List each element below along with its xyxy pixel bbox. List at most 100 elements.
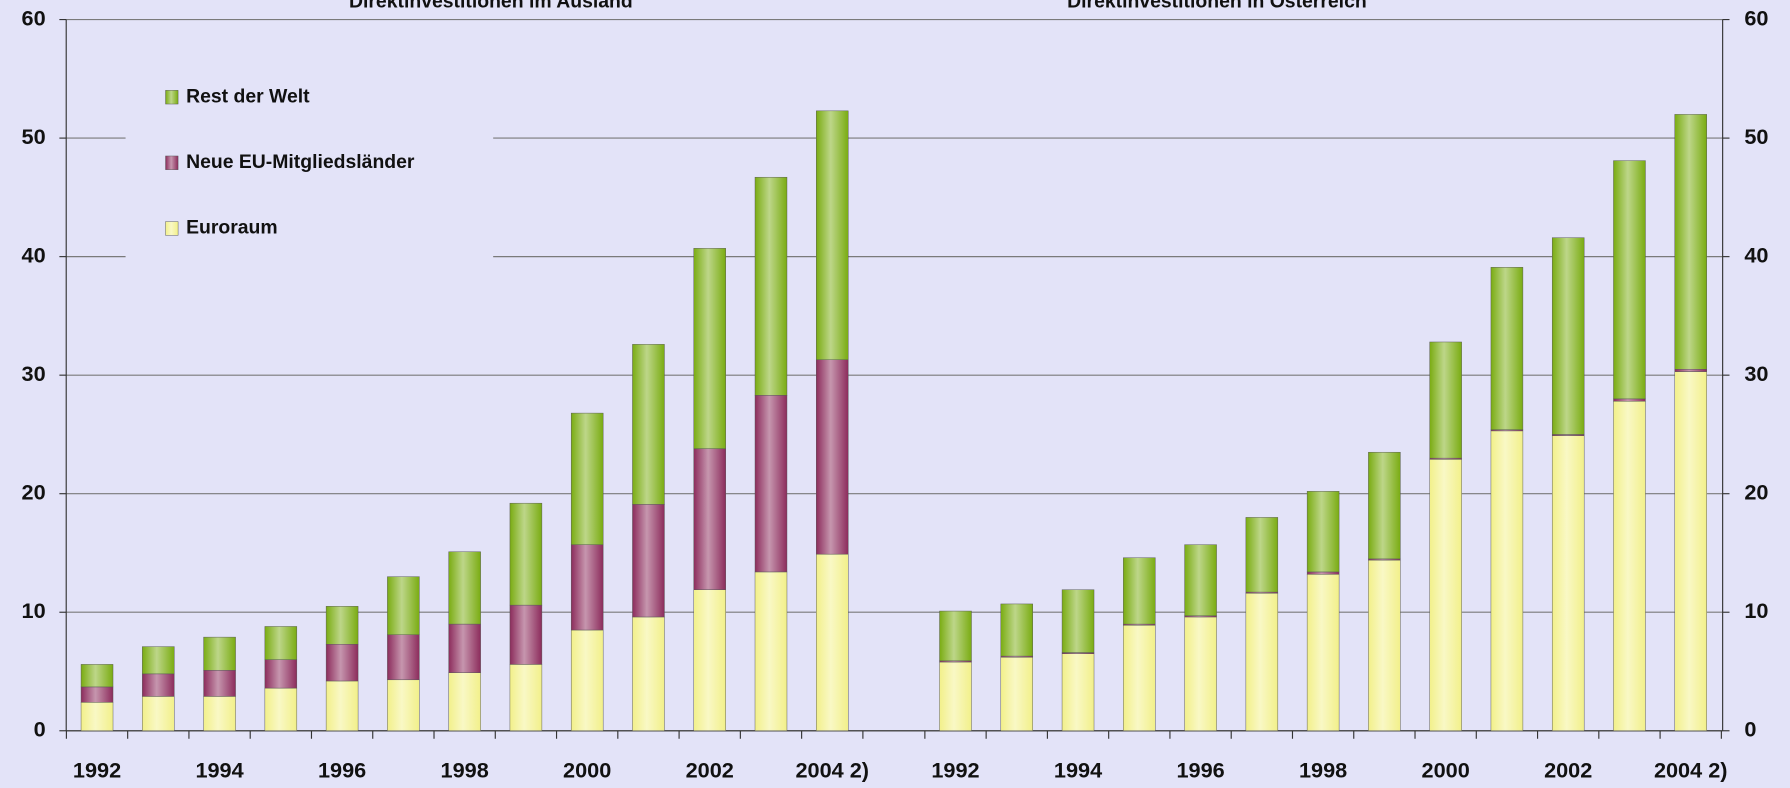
- bar-segment: [264, 687, 298, 731]
- bar-segment: [1490, 267, 1524, 430]
- bar-segment: [754, 395, 788, 573]
- bar-segment: [509, 502, 543, 606]
- bar-segment: [1490, 430, 1524, 731]
- bar-segment: [264, 626, 298, 660]
- bar-segment: [816, 553, 849, 731]
- y-tick-label: 40: [22, 242, 46, 267]
- bar-segment: [325, 606, 359, 645]
- bar-segment: [1123, 625, 1156, 731]
- bar-segment: [1429, 459, 1462, 731]
- x-tick-label: 2002: [686, 758, 734, 783]
- bar-segment: [1306, 574, 1340, 731]
- bar-segment: [264, 659, 298, 689]
- bar-segment: [80, 686, 114, 703]
- bar-segment: [387, 679, 420, 731]
- bar-segment: [1674, 371, 1707, 731]
- y2-tick-label: 40: [1744, 242, 1768, 267]
- bar-segment: [203, 696, 236, 731]
- bar-segment: [754, 571, 788, 731]
- legend-swatch: [165, 155, 179, 170]
- legend-swatch: [165, 221, 179, 236]
- bar-segment: [693, 248, 726, 449]
- bar-segment: [939, 610, 972, 662]
- bar-segment: [1613, 401, 1646, 731]
- bar-segment: [816, 110, 849, 360]
- x-tick-label: 1996: [1176, 758, 1224, 783]
- bar-segment: [1000, 603, 1033, 657]
- panel-title: Direktinvestitionen im Ausland: [349, 0, 633, 13]
- bar-segment: [570, 412, 604, 545]
- bar-segment: [387, 634, 420, 681]
- y-tick-label: 0: [34, 717, 46, 742]
- bar-segment: [509, 664, 543, 731]
- x-tick-label: 2000: [563, 758, 611, 783]
- x-tick-label: 1998: [441, 758, 489, 783]
- x-tick-label: 1996: [318, 758, 366, 783]
- bar-segment: [570, 629, 604, 731]
- y2-tick-label: 10: [1744, 598, 1768, 623]
- legend-label: Neue EU-Mitgliedsländer: [186, 151, 415, 173]
- bar-segment: [142, 696, 175, 731]
- bar-segment: [693, 589, 726, 731]
- y-tick-label: 10: [22, 598, 46, 623]
- bar-segment: [1061, 589, 1095, 653]
- x-tick-label: 2000: [1422, 758, 1470, 783]
- bar-segment: [754, 176, 788, 396]
- bar-segment: [448, 623, 481, 673]
- x-tick-label: 1992: [73, 758, 121, 783]
- y2-tick-label: 60: [1744, 5, 1768, 30]
- x-tick-label: 2004 2): [795, 758, 869, 783]
- bar-segment: [632, 344, 665, 505]
- bar-segment: [1368, 559, 1401, 731]
- bar-segment: [1245, 517, 1279, 593]
- y-tick-label: 60: [22, 5, 46, 30]
- x-tick-label: 1994: [1054, 758, 1102, 783]
- bar-segment: [142, 646, 175, 675]
- bar-segment: [1061, 653, 1095, 731]
- x-tick-label: 1992: [931, 758, 979, 783]
- bar-segment: [80, 664, 114, 688]
- legend-label: Rest der Welt: [186, 85, 310, 107]
- bar-segment: [939, 661, 972, 731]
- bar-segment: [1184, 616, 1217, 731]
- bar-segment: [632, 504, 665, 618]
- y2-tick-label: 0: [1744, 717, 1756, 742]
- bar-segment: [325, 644, 359, 682]
- bar-segment: [1368, 451, 1401, 560]
- x-tick-label: 1998: [1299, 758, 1347, 783]
- bar-segment: [1306, 491, 1340, 573]
- x-tick-label: 2002: [1544, 758, 1592, 783]
- bar-segment: [632, 616, 665, 731]
- bar-segment: [142, 673, 175, 697]
- bar-segment: [1000, 657, 1033, 731]
- y2-tick-label: 20: [1744, 479, 1768, 504]
- bar-segment: [1674, 114, 1707, 370]
- legend-box: [125, 51, 494, 263]
- bar-segment: [1674, 369, 1707, 372]
- bar-segment: [1613, 160, 1646, 400]
- legend-swatch: [165, 90, 179, 105]
- bar-segment: [1245, 593, 1279, 731]
- bar-segment: [325, 680, 359, 731]
- bar-segment: [80, 702, 114, 731]
- y-tick-label: 30: [22, 361, 46, 386]
- bar-segment: [1184, 544, 1217, 617]
- bar-segment: [570, 544, 604, 631]
- y-tick-label: 50: [22, 124, 46, 149]
- bar-segment: [203, 636, 236, 671]
- y2-tick-label: 30: [1744, 361, 1768, 386]
- bar-segment: [203, 670, 236, 697]
- bar-segment: [1429, 341, 1462, 459]
- bar-segment: [387, 576, 420, 635]
- bar-segment: [1613, 398, 1646, 402]
- bar-segment: [448, 551, 481, 625]
- legend-label: Euroraum: [186, 217, 278, 239]
- bar-segment: [1551, 237, 1585, 435]
- y-tick-label: 20: [22, 479, 46, 504]
- bar-segment: [693, 448, 726, 590]
- y2-tick-label: 50: [1744, 124, 1768, 149]
- bar-segment: [1123, 557, 1156, 625]
- bar-segment: [509, 604, 543, 665]
